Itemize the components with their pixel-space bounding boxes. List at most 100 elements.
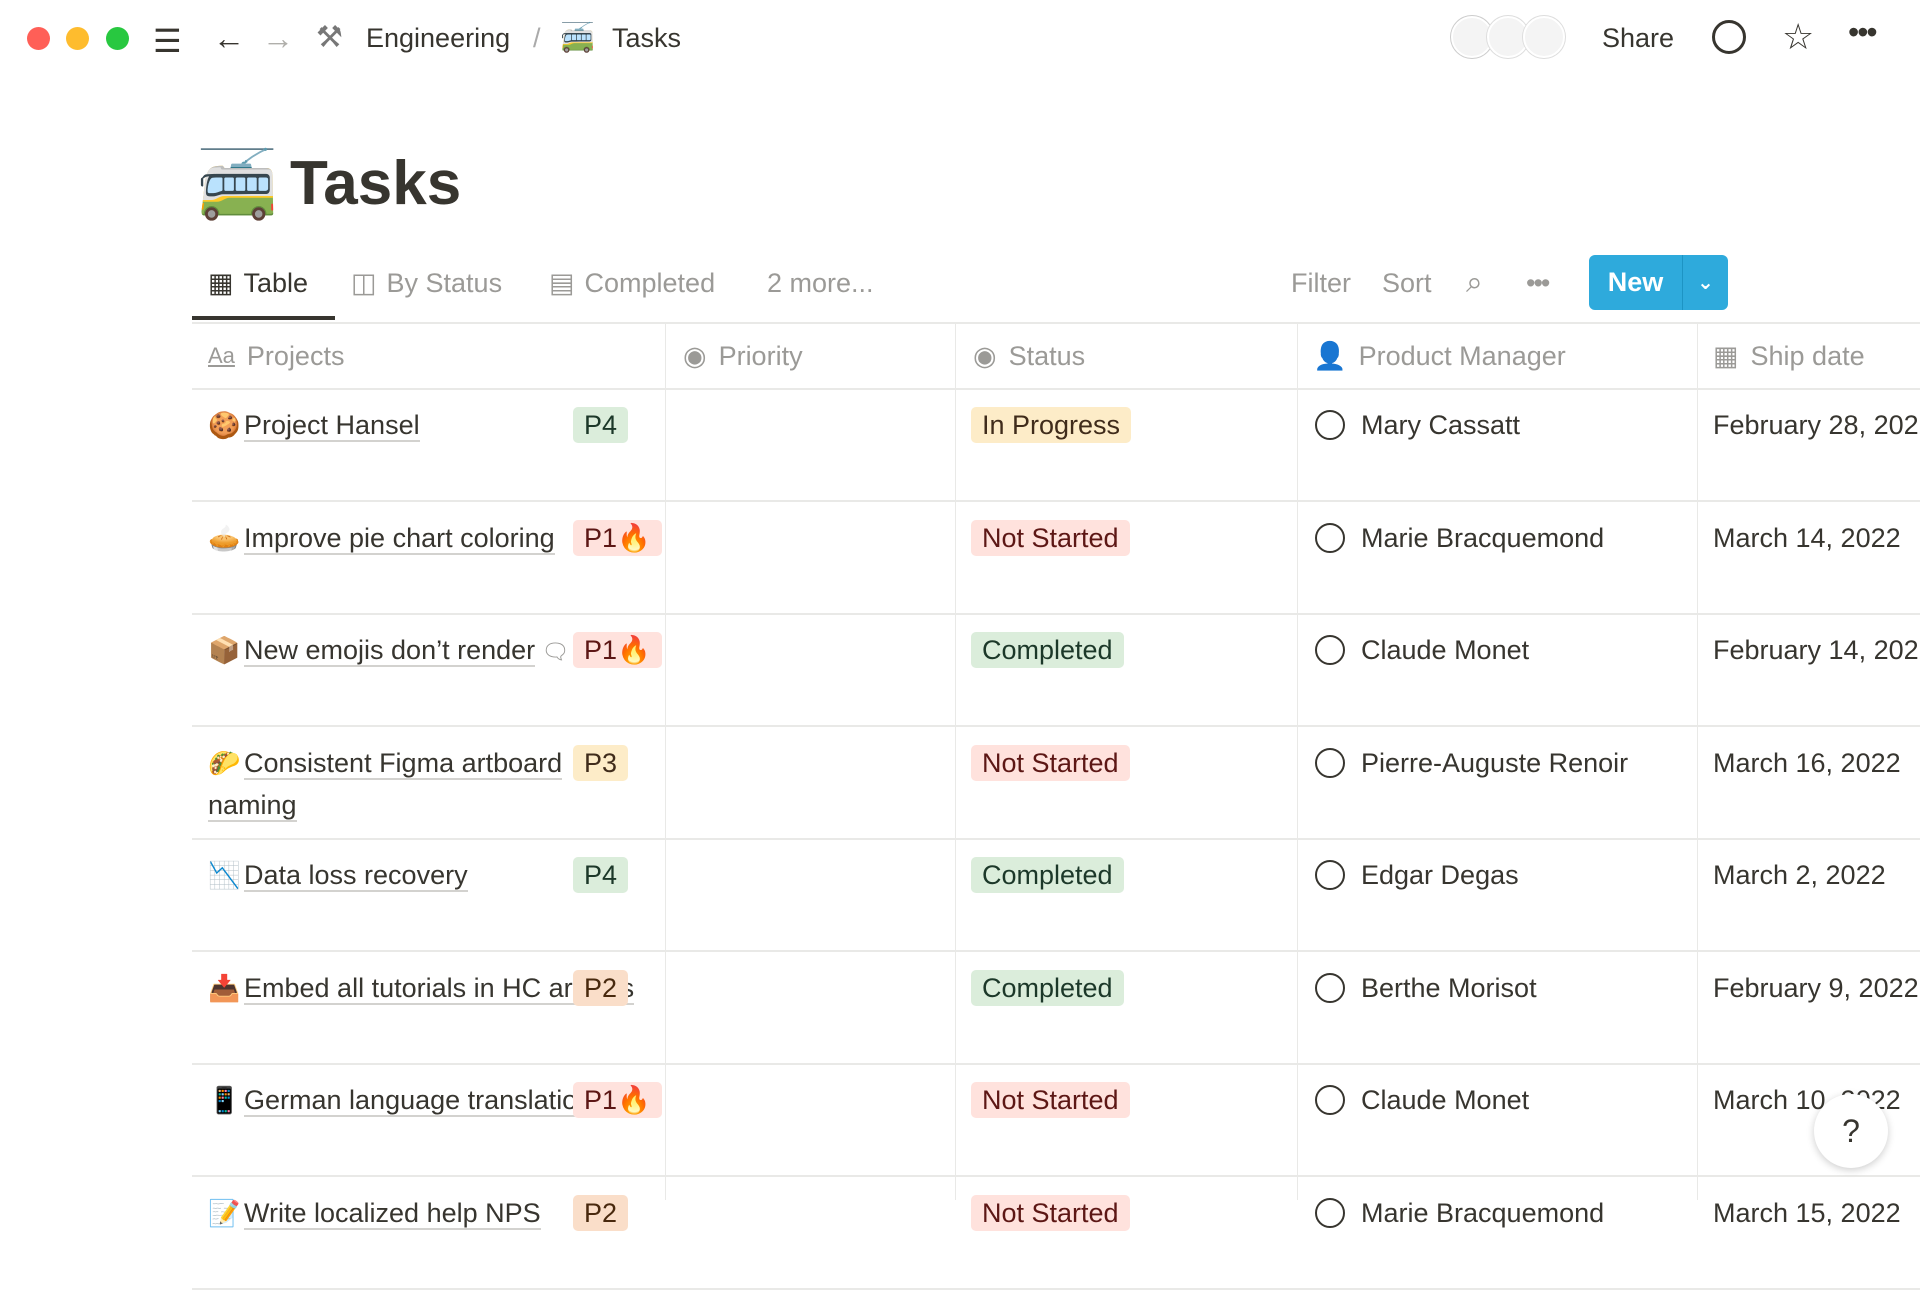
table-row[interactable]: 🍪 Project Hansel P4 In Progress Mary Cassatt… xyxy=(192,390,1920,502)
column-divider xyxy=(1297,323,1298,1200)
filter-button[interactable]: Filter xyxy=(1291,268,1351,298)
tab-label: Completed xyxy=(584,268,716,298)
new-button[interactable]: New ⌄ xyxy=(1589,255,1728,310)
project-name-link[interactable]: Project Hansel xyxy=(244,410,420,442)
ship-date-cell[interactable]: March 16, 2022 xyxy=(1713,747,1901,778)
project-cell[interactable]: 🥧 Improve pie chart coloring xyxy=(208,517,648,559)
project-name-link[interactable]: Data loss recovery xyxy=(244,860,468,892)
status-tag: Not Started xyxy=(971,1082,1130,1118)
project-cell[interactable]: 📉 Data loss recovery xyxy=(208,854,648,896)
project-cell[interactable]: 📱 German language translation xyxy=(208,1079,648,1121)
chevron-down-icon[interactable]: ⌄ xyxy=(1697,272,1714,294)
board-icon: ◫ xyxy=(351,268,377,298)
product-manager-name: Claude Monet xyxy=(1361,635,1530,665)
minimize-window-button[interactable] xyxy=(66,27,89,50)
project-cell[interactable]: 🍪 Project Hansel xyxy=(208,404,648,446)
column-header-ship-date[interactable]: ▦ Ship date xyxy=(1713,338,1865,374)
table-row[interactable]: 🌮 Consistent Figma artboard naming P3 Not S… xyxy=(192,728,1920,840)
status-cell[interactable]: Completed xyxy=(971,967,1124,1009)
project-cell[interactable]: 📥 Embed all tutorials in HC articles xyxy=(208,967,648,1009)
product-manager-cell[interactable]: Marie Bracquemond xyxy=(1315,1192,1604,1234)
priority-cell[interactable]: P1🔥 xyxy=(573,517,662,559)
product-manager-cell[interactable]: Claude Monet xyxy=(1315,1079,1529,1121)
table-row[interactable]: 📥 Embed all tutorials in HC articles P2 Com… xyxy=(192,953,1920,1065)
more-options-icon[interactable]: ••• xyxy=(1526,268,1550,298)
priority-cell[interactable]: P1🔥 xyxy=(573,1079,662,1121)
priority-cell[interactable]: P1🔥 xyxy=(573,629,662,671)
comment-icon[interactable]: 🗨 xyxy=(535,639,576,664)
product-manager-cell[interactable]: Berthe Morisot xyxy=(1315,967,1537,1009)
table-row[interactable]: 📦New emojis don’t render 🗨 1P1🔥Completed… xyxy=(192,615,1920,727)
status-cell[interactable]: Completed xyxy=(971,629,1124,671)
tab-completed[interactable]: ▤ Completed xyxy=(549,265,715,301)
clock-icon[interactable] xyxy=(1712,20,1746,54)
project-emoji-icon: 🌮 xyxy=(208,747,241,778)
status-cell[interactable]: Completed xyxy=(971,854,1124,896)
table-row[interactable]: 🥧 Improve pie chart coloring P1🔥 Not Starte… xyxy=(192,503,1920,615)
priority-tag: P1🔥 xyxy=(573,1082,662,1118)
tab-more-views[interactable]: 2 more... xyxy=(767,268,874,298)
breadcrumb-tasks[interactable]: Tasks xyxy=(612,23,682,53)
ship-date-cell[interactable]: February 9, 2022 xyxy=(1713,972,1919,1003)
product-manager-cell[interactable]: Pierre-Auguste Renoir xyxy=(1315,742,1628,784)
ship-date-cell[interactable]: March 15, 2022 xyxy=(1713,1197,1901,1228)
status-cell[interactable]: Not Started xyxy=(971,517,1130,559)
priority-cell[interactable]: P2 xyxy=(573,1192,629,1234)
sort-button[interactable]: Sort xyxy=(1382,268,1432,298)
select-icon: ◉ xyxy=(683,341,707,371)
project-cell[interactable]: 🌮 Consistent Figma artboard naming xyxy=(208,742,648,826)
priority-cell[interactable]: P2 xyxy=(573,967,629,1009)
priority-cell[interactable]: P4 xyxy=(573,404,629,446)
project-name-link[interactable]: Improve pie chart coloring xyxy=(244,522,555,555)
tab-by-status[interactable]: ◫ By Status xyxy=(351,265,502,301)
priority-cell[interactable]: P3 xyxy=(573,742,629,784)
product-manager-cell[interactable]: Claude Monet xyxy=(1315,629,1529,671)
status-cell[interactable]: Not Started xyxy=(971,1079,1130,1121)
product-manager-cell[interactable]: Mary Cassatt xyxy=(1315,404,1520,446)
project-name-link[interactable]: Write localized help NPS xyxy=(244,1197,541,1230)
column-header-product-manager[interactable]: 👤 Product Manager xyxy=(1313,338,1566,374)
project-name-link[interactable]: Consistent Figma artboard naming xyxy=(208,747,563,822)
product-manager-cell[interactable]: Edgar Degas xyxy=(1315,854,1519,896)
ship-date-cell[interactable]: February 28, 2022 xyxy=(1713,410,1920,440)
close-window-button[interactable] xyxy=(27,27,50,50)
avatar-group[interactable] xyxy=(1451,16,1565,58)
help-button[interactable]: ? xyxy=(1814,1094,1888,1168)
status-cell[interactable]: In Progress xyxy=(971,404,1132,446)
tab-table[interactable]: ▦ Table xyxy=(208,265,308,301)
avatar xyxy=(1315,747,1345,778)
tools-icon: ⚒ xyxy=(316,21,343,54)
share-button[interactable]: Share xyxy=(1602,23,1675,53)
priority-tag: P1🔥 xyxy=(573,632,662,668)
priority-cell[interactable]: P4 xyxy=(573,854,629,896)
star-icon[interactable]: ☆ xyxy=(1782,16,1815,57)
column-header-projects[interactable]: Aa Projects xyxy=(208,338,344,374)
table-row[interactable]: 📱 German language translation P1🔥 Not Start… xyxy=(192,1065,1920,1177)
avatar xyxy=(1315,972,1345,1003)
column-header-priority[interactable]: ◉ Priority xyxy=(683,338,803,374)
ship-date-cell[interactable]: March 2, 2022 xyxy=(1713,860,1886,890)
ship-date-cell[interactable]: March 14, 2022 xyxy=(1713,522,1901,553)
product-manager-cell[interactable]: Marie Bracquemond xyxy=(1315,517,1604,559)
project-name-link[interactable]: Embed all tutorials in HC articles xyxy=(244,972,635,1005)
status-tag: Not Started xyxy=(971,744,1130,781)
back-arrow-icon[interactable]: ← xyxy=(213,20,245,56)
status-cell[interactable]: Not Started xyxy=(971,1192,1130,1234)
project-name-link[interactable]: German language translation xyxy=(244,1085,593,1117)
maximize-window-button[interactable] xyxy=(106,27,129,50)
sidebar-menu-icon[interactable]: ☰ xyxy=(153,23,182,59)
breadcrumb-engineering[interactable]: Engineering xyxy=(366,23,511,53)
table-row[interactable]: 📉 Data loss recovery P4 Completed Edgar Dega… xyxy=(192,840,1920,952)
table-row[interactable]: 📝 Write localized help NPS P2 Not Started Ma… xyxy=(192,1178,1920,1290)
status-cell[interactable]: Not Started xyxy=(971,742,1130,784)
forward-arrow-icon[interactable]: → xyxy=(262,20,294,56)
column-label: Priority xyxy=(718,341,803,371)
project-name-link[interactable]: New emojis don’t render xyxy=(244,635,536,667)
ship-date-cell[interactable]: February 14, 2022 xyxy=(1713,635,1920,665)
more-icon[interactable]: ••• xyxy=(1848,14,1878,50)
column-header-status[interactable]: ◉ Status xyxy=(973,338,1085,374)
calendar-icon: ▦ xyxy=(1713,341,1739,371)
column-label: Projects xyxy=(246,341,345,371)
search-icon[interactable]: ⌕ xyxy=(1466,266,1483,299)
priority-tag: P3 xyxy=(573,744,629,781)
